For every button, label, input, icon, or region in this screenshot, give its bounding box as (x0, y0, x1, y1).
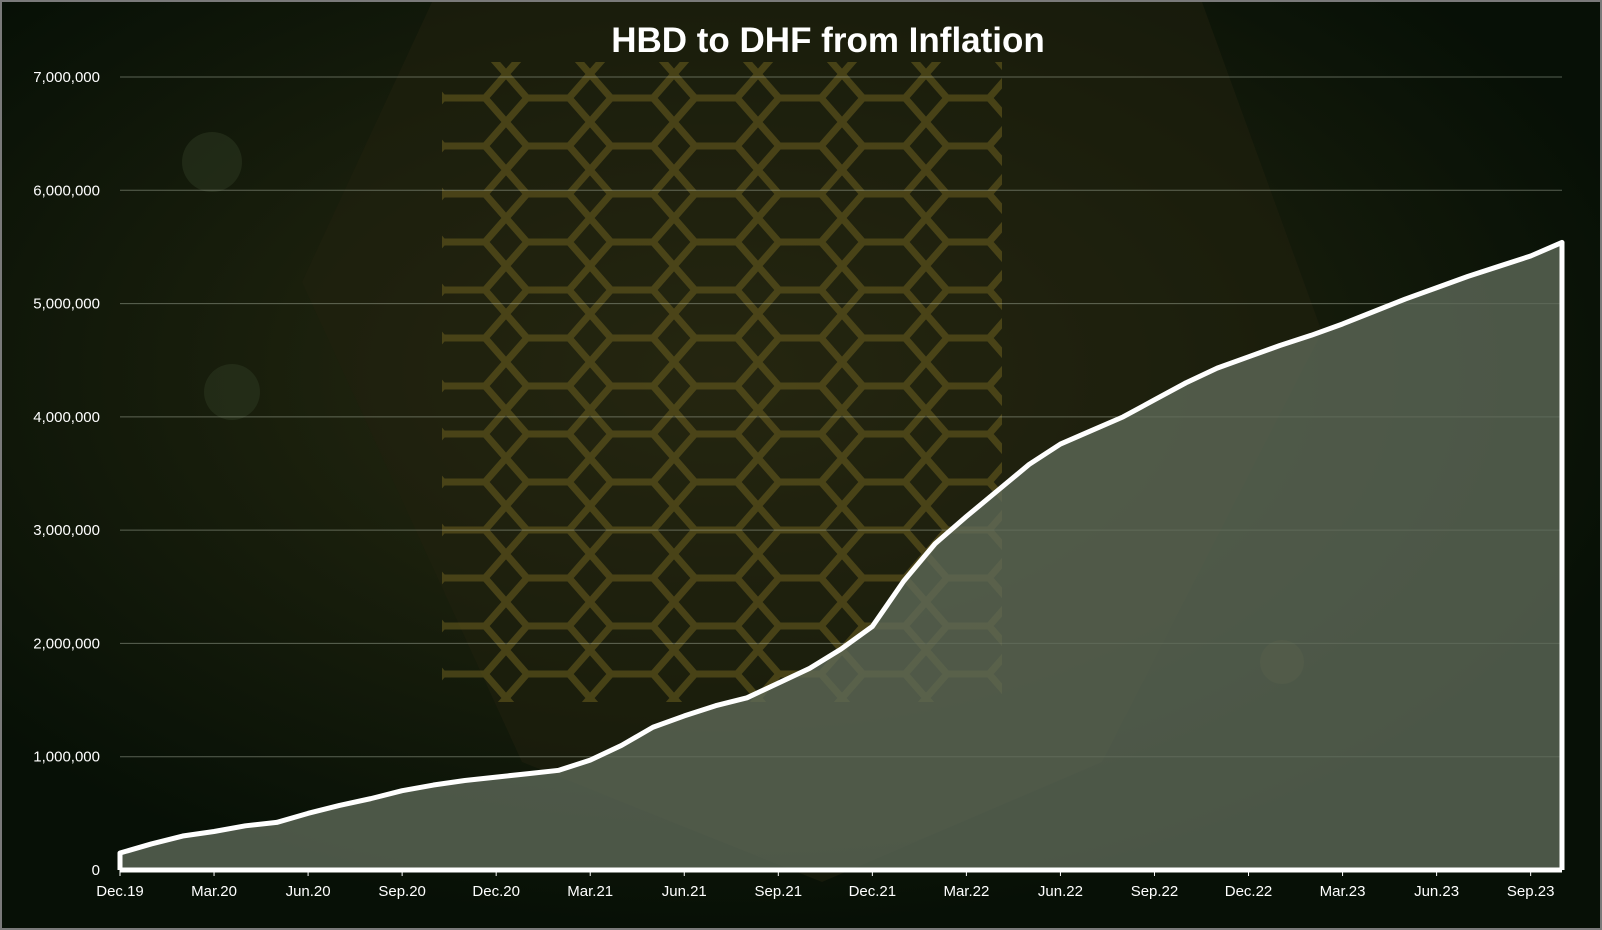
x-tick-label: Sep.20 (378, 883, 426, 900)
x-tick-label: Jun.22 (1038, 883, 1083, 900)
y-tick-label: 2,000,000 (33, 635, 100, 652)
y-tick-label: 6,000,000 (33, 182, 100, 199)
x-tick-label: Jun.20 (286, 883, 331, 900)
x-tick-label: Dec.21 (849, 883, 897, 900)
x-tick-label: Sep.21 (755, 883, 803, 900)
x-tick-label: Mar.23 (1320, 883, 1366, 900)
x-tick-label: Mar.21 (567, 883, 613, 900)
y-tick-label: 0 (92, 862, 100, 879)
area-fill (120, 242, 1562, 870)
bee-icon (204, 364, 260, 420)
x-tick-label: Sep.22 (1131, 883, 1179, 900)
chart-title: HBD to DHF from Inflation (611, 21, 1045, 60)
y-tick-label: 4,000,000 (33, 409, 100, 426)
bee-icon (182, 132, 242, 192)
x-tick-label: Dec.22 (1225, 883, 1273, 900)
x-tick-label: Mar.20 (191, 883, 237, 900)
y-tick-label: 7,000,000 (33, 69, 100, 86)
x-tick-label: Jun.21 (662, 883, 707, 900)
x-tick-label: Jun.23 (1414, 883, 1459, 900)
area-series (117, 239, 1565, 873)
x-tick-label: Dec.19 (96, 883, 144, 900)
x-tick-label: Mar.22 (943, 883, 989, 900)
series-line (117, 239, 1565, 856)
y-tick-label: 1,000,000 (33, 749, 100, 766)
x-axis: Dec.19 Mar.20 Jun.20 Sep.20 Dec.20 Mar.21 Jun.… (96, 870, 1554, 900)
x-tick-label: Dec.20 (472, 883, 520, 900)
x-tick-label: Sep.23 (1507, 883, 1555, 900)
y-tick-label: 5,000,000 (33, 296, 100, 313)
y-tick-label: 3,000,000 (33, 522, 100, 539)
y-axis: 0 1,000,000 2,000,000 3,000,000 4,000,000 5,0… (33, 69, 100, 879)
